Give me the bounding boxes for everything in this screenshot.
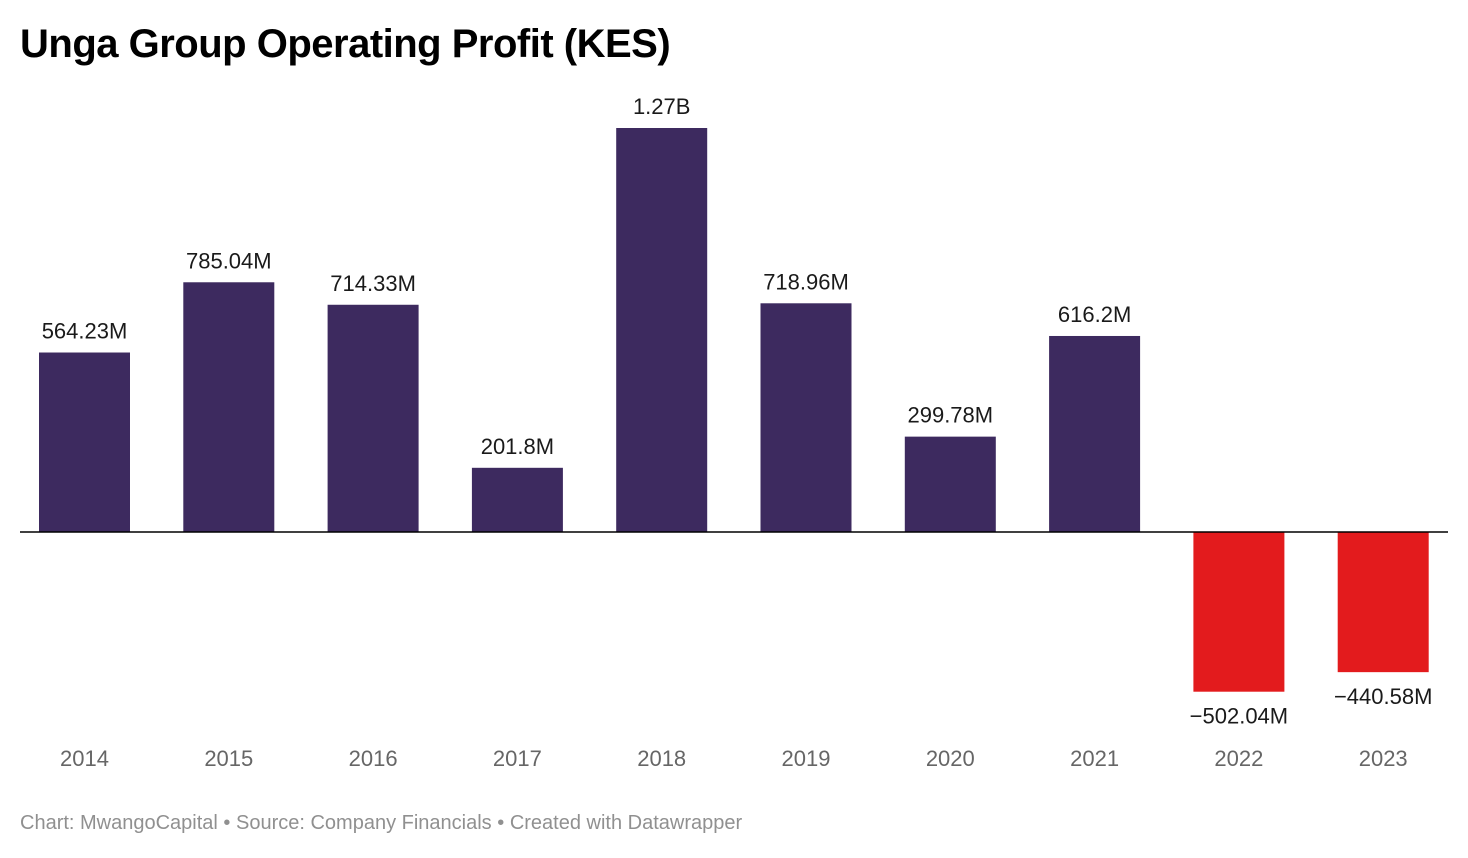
value-label-2015: 785.04M	[186, 248, 272, 273]
x-tick-label-2019: 2019	[782, 746, 831, 771]
bar-2015	[183, 282, 275, 532]
bar-2020	[904, 436, 996, 532]
value-label-2021: 616.2M	[1058, 302, 1131, 327]
footer-chart-credit: Chart: MwangoCapital	[20, 812, 218, 834]
x-tick-label-2017: 2017	[493, 746, 542, 771]
value-label-2019: 718.96M	[763, 269, 849, 294]
bar-2019	[760, 303, 852, 532]
x-tick-label-2015: 2015	[204, 746, 253, 771]
footer-separator: •	[217, 812, 236, 834]
x-tick-label-2014: 2014	[60, 746, 109, 771]
value-label-2022: −502.04M	[1190, 704, 1288, 729]
x-tick-label-2018: 2018	[637, 746, 686, 771]
bar-2023	[1337, 532, 1429, 673]
bar-2017	[471, 467, 563, 532]
bar-2021	[1049, 335, 1141, 532]
footer-separator: •	[491, 812, 510, 834]
x-tick-label-2023: 2023	[1359, 746, 1408, 771]
footer-source: Source: Company Financials	[236, 812, 492, 834]
value-label-2023: −440.58M	[1334, 684, 1432, 709]
chart-footer: Chart: MwangoCapital • Source: Company F…	[20, 812, 742, 835]
value-label-2017: 201.8M	[481, 434, 554, 459]
bars-layer	[39, 128, 1429, 692]
x-tick-label-2020: 2020	[926, 746, 975, 771]
footer-created-with: Created with Datawrapper	[509, 812, 743, 834]
bar-2014	[39, 352, 130, 532]
x-tick-labels-layer: 2014 2015 2016 2017 2018 2019 2020 2021 2022 2023	[60, 746, 1408, 771]
bar-chart: 564.23M 785.04M 714.33M 201.8M 1.27B 718.96M 2…	[20, 94, 1448, 771]
value-label-2016: 714.33M	[330, 271, 416, 296]
x-tick-label-2022: 2022	[1214, 746, 1263, 771]
bar-2016	[327, 304, 419, 532]
value-label-2020: 299.78M	[907, 403, 993, 428]
bar-2022	[1193, 532, 1285, 692]
value-labels-layer: 564.23M 785.04M 714.33M 201.8M 1.27B 718.96M 2…	[42, 94, 1433, 729]
x-tick-label-2016: 2016	[349, 746, 398, 771]
value-label-2018: 1.27B	[633, 94, 691, 119]
bar-2018	[616, 128, 708, 532]
x-tick-label-2021: 2021	[1070, 746, 1119, 771]
chart-title: Unga Group Operating Profit (KES)	[20, 22, 671, 66]
value-label-2014: 564.23M	[42, 319, 128, 344]
